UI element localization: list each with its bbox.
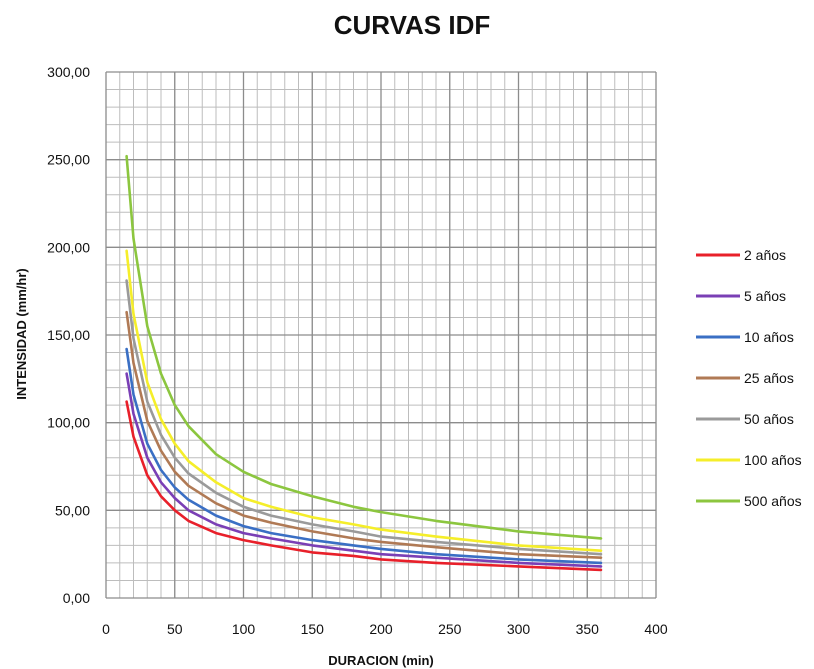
y-tick-label: 150,00 <box>47 327 90 343</box>
x-tick-label: 200 <box>369 621 393 637</box>
legend-label: 50 años <box>744 411 794 427</box>
legend-label: 5 años <box>744 288 786 304</box>
legend-label: 10 años <box>744 329 794 345</box>
series-line <box>125 400 603 572</box>
series-line <box>125 347 603 565</box>
legend-item: 500 años <box>696 493 802 509</box>
legend: 2 años 5 años 10 años 25 años 50 años 100 año… <box>696 247 802 509</box>
legend-item: 50 años <box>696 411 794 427</box>
legend-item: 25 años <box>696 370 794 386</box>
x-tick-label: 50 <box>167 621 183 637</box>
major-grid <box>105 71 657 599</box>
y-tick-label: 100,00 <box>47 415 90 431</box>
y-tick-label: 300,00 <box>47 64 90 80</box>
x-tick-label: 400 <box>644 621 668 637</box>
x-tick-label: 300 <box>507 621 531 637</box>
legend-label: 500 años <box>744 493 802 509</box>
x-tick-label: 0 <box>102 621 110 637</box>
x-tick-label: 350 <box>576 621 600 637</box>
legend-label: 25 años <box>744 370 794 386</box>
y-tick-label: 200,00 <box>47 239 90 255</box>
series-line <box>125 372 603 568</box>
legend-item: 10 años <box>696 329 794 345</box>
x-tick-label: 150 <box>301 621 325 637</box>
series-layer <box>125 154 603 572</box>
series-line <box>125 310 603 560</box>
x-tick-label: 100 <box>232 621 256 637</box>
y-tick-label: 250,00 <box>47 152 90 168</box>
chart-title: CURVAS IDF <box>334 10 491 40</box>
x-axis-label: DURACION (min) <box>328 653 433 668</box>
series-line <box>125 279 603 556</box>
y-tick-labels: 0,00 50,00 100,00 150,00 200,00 250,00 300,00 <box>47 64 90 606</box>
legend-label: 100 años <box>744 452 802 468</box>
y-tick-label: 50,00 <box>55 502 90 518</box>
legend-label: 2 años <box>744 247 786 263</box>
y-axis-label: INTENSIDAD (mm/hr) <box>14 268 29 399</box>
legend-item: 100 años <box>696 452 802 468</box>
y-tick-label: 0,00 <box>63 590 90 606</box>
x-tick-label: 250 <box>438 621 462 637</box>
x-tick-labels: 0 50 100 150 200 250 300 350 400 <box>102 621 668 637</box>
legend-item: 5 años <box>696 288 786 304</box>
series-line <box>125 249 603 553</box>
series-line <box>125 154 603 540</box>
legend-item: 2 años <box>696 247 786 263</box>
